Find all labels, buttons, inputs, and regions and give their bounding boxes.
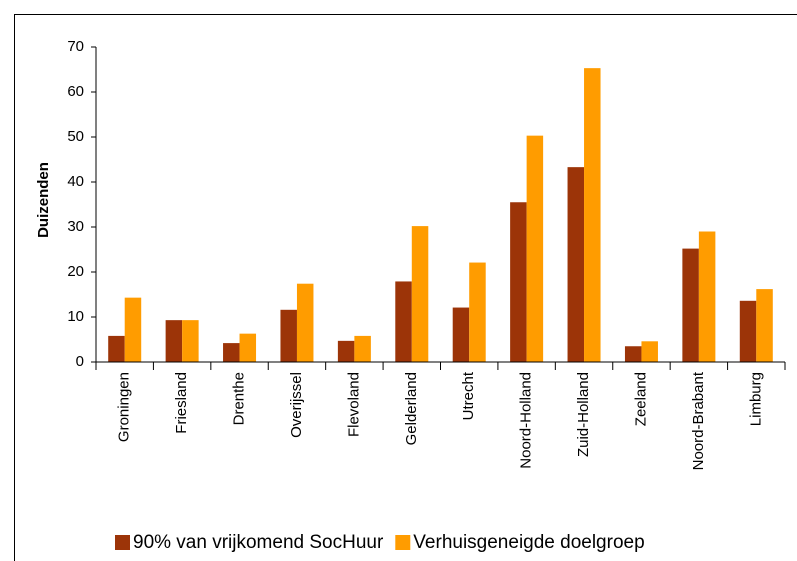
legend-label: Verhuisgeneigde doelgroep bbox=[413, 532, 644, 553]
x-tick-label: Drenthe bbox=[231, 372, 248, 425]
legend-swatch bbox=[395, 535, 411, 550]
bar bbox=[182, 320, 199, 362]
x-tick-label: Friesland bbox=[173, 372, 190, 434]
y-tick-label: 60 bbox=[67, 83, 84, 100]
bar bbox=[510, 202, 527, 362]
bar bbox=[641, 341, 658, 362]
bar bbox=[624, 346, 642, 362]
bar bbox=[469, 262, 486, 362]
x-tick-label: Zeeland bbox=[632, 372, 649, 426]
x-tick-label: Gelderland bbox=[403, 372, 420, 445]
x-tick-label: Noord-Brabant bbox=[690, 371, 707, 470]
y-axis-title: Duizenden bbox=[35, 162, 52, 238]
y-tick-label: 0 bbox=[76, 353, 84, 370]
bar bbox=[756, 289, 773, 362]
bar bbox=[354, 335, 371, 362]
legend-swatch bbox=[115, 535, 130, 550]
y-tick-label: 10 bbox=[67, 308, 84, 325]
x-tick-label: Limburg bbox=[747, 372, 764, 426]
bar bbox=[337, 340, 355, 362]
bar bbox=[124, 297, 142, 362]
bar bbox=[395, 281, 412, 362]
x-tick-label: Zuid-Holland bbox=[575, 372, 592, 457]
x-tick-label: Groningen bbox=[116, 372, 133, 442]
bar bbox=[296, 283, 314, 362]
y-tick-label: 40 bbox=[67, 173, 84, 190]
y-tick-label: 20 bbox=[67, 263, 84, 280]
bar bbox=[411, 226, 429, 362]
bar bbox=[526, 135, 544, 362]
y-tick-label: 50 bbox=[67, 128, 84, 145]
y-tick-label: 70 bbox=[67, 38, 84, 55]
bar bbox=[567, 167, 585, 362]
y-tick-label: 30 bbox=[67, 218, 84, 235]
x-tick-label: Noord-Holland bbox=[518, 372, 535, 469]
bar bbox=[698, 231, 716, 362]
bar bbox=[223, 343, 240, 362]
bar bbox=[165, 320, 183, 362]
x-tick-label: Utrecht bbox=[460, 371, 477, 420]
bar bbox=[584, 68, 601, 363]
bar bbox=[739, 300, 757, 362]
x-tick-label: Flevoland bbox=[345, 372, 362, 437]
bar bbox=[682, 248, 699, 362]
legend-label: 90% van vrijkomend SocHuur bbox=[133, 532, 384, 553]
bar bbox=[108, 335, 125, 362]
bar bbox=[452, 307, 470, 362]
bar bbox=[280, 309, 297, 362]
bar bbox=[239, 333, 257, 362]
x-tick-label: Overijssel bbox=[288, 372, 305, 438]
